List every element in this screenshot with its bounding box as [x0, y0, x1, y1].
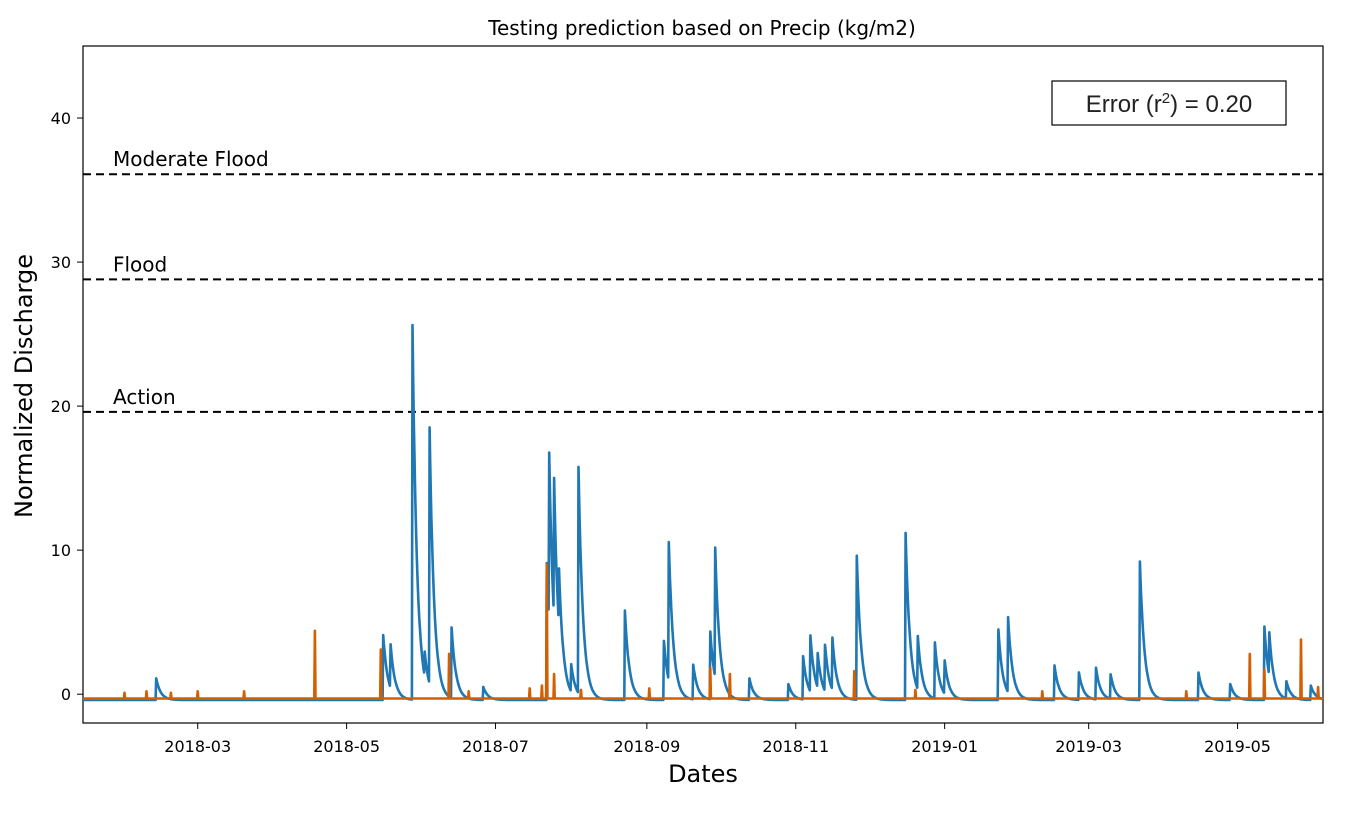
- series-line-0: [82, 323, 1324, 702]
- series-lines: [82, 323, 1324, 702]
- error-superscript: 2: [1162, 90, 1170, 107]
- x-tick-label-2: 2018-07: [462, 737, 529, 756]
- x-tick-label-4: 2018-11: [762, 737, 829, 756]
- y-tick-label-2: 20: [51, 397, 71, 416]
- threshold-lines: Moderate Flood Flood Action: [83, 147, 1323, 413]
- y-tick-label-3: 30: [51, 253, 71, 272]
- error-annotation-text: Error (r2) = 0.20: [1086, 90, 1252, 118]
- threshold-label-1: Flood: [113, 252, 167, 276]
- error-annotation-box: [1051, 80, 1287, 126]
- x-tick-label-7: 2019-05: [1204, 737, 1271, 756]
- x-tick-label-1: 2018-05: [313, 737, 380, 756]
- error-suffix: ) = 0.20: [1170, 91, 1252, 118]
- threshold-label-0: Moderate Flood: [113, 147, 269, 171]
- x-tick-label-3: 2018-09: [613, 737, 680, 756]
- x-axis-label: Dates: [668, 760, 738, 788]
- y-tick-label-4: 40: [51, 109, 71, 128]
- axes: 2018-03 2018-05 2018-07 2018-09 2018-11 2019-…: [51, 109, 1271, 756]
- y-tick-label-1: 10: [51, 541, 71, 560]
- chart-title: Testing prediction based on Precip (kg/m…: [487, 16, 916, 40]
- x-tick-label-0: 2018-03: [164, 737, 231, 756]
- error-prefix: Error (r: [1086, 91, 1162, 118]
- x-tick-label-6: 2019-03: [1055, 737, 1122, 756]
- plot-frame: [82, 45, 1324, 724]
- series-line-1: [82, 563, 1324, 700]
- y-axis-label: Normalized Discharge: [10, 254, 38, 518]
- threshold-label-2: Action: [113, 385, 176, 409]
- y-tick-label-0: 0: [61, 685, 71, 704]
- x-tick-label-5: 2019-01: [911, 737, 978, 756]
- error-annotation: Error (r2) = 0.20: [1051, 80, 1287, 126]
